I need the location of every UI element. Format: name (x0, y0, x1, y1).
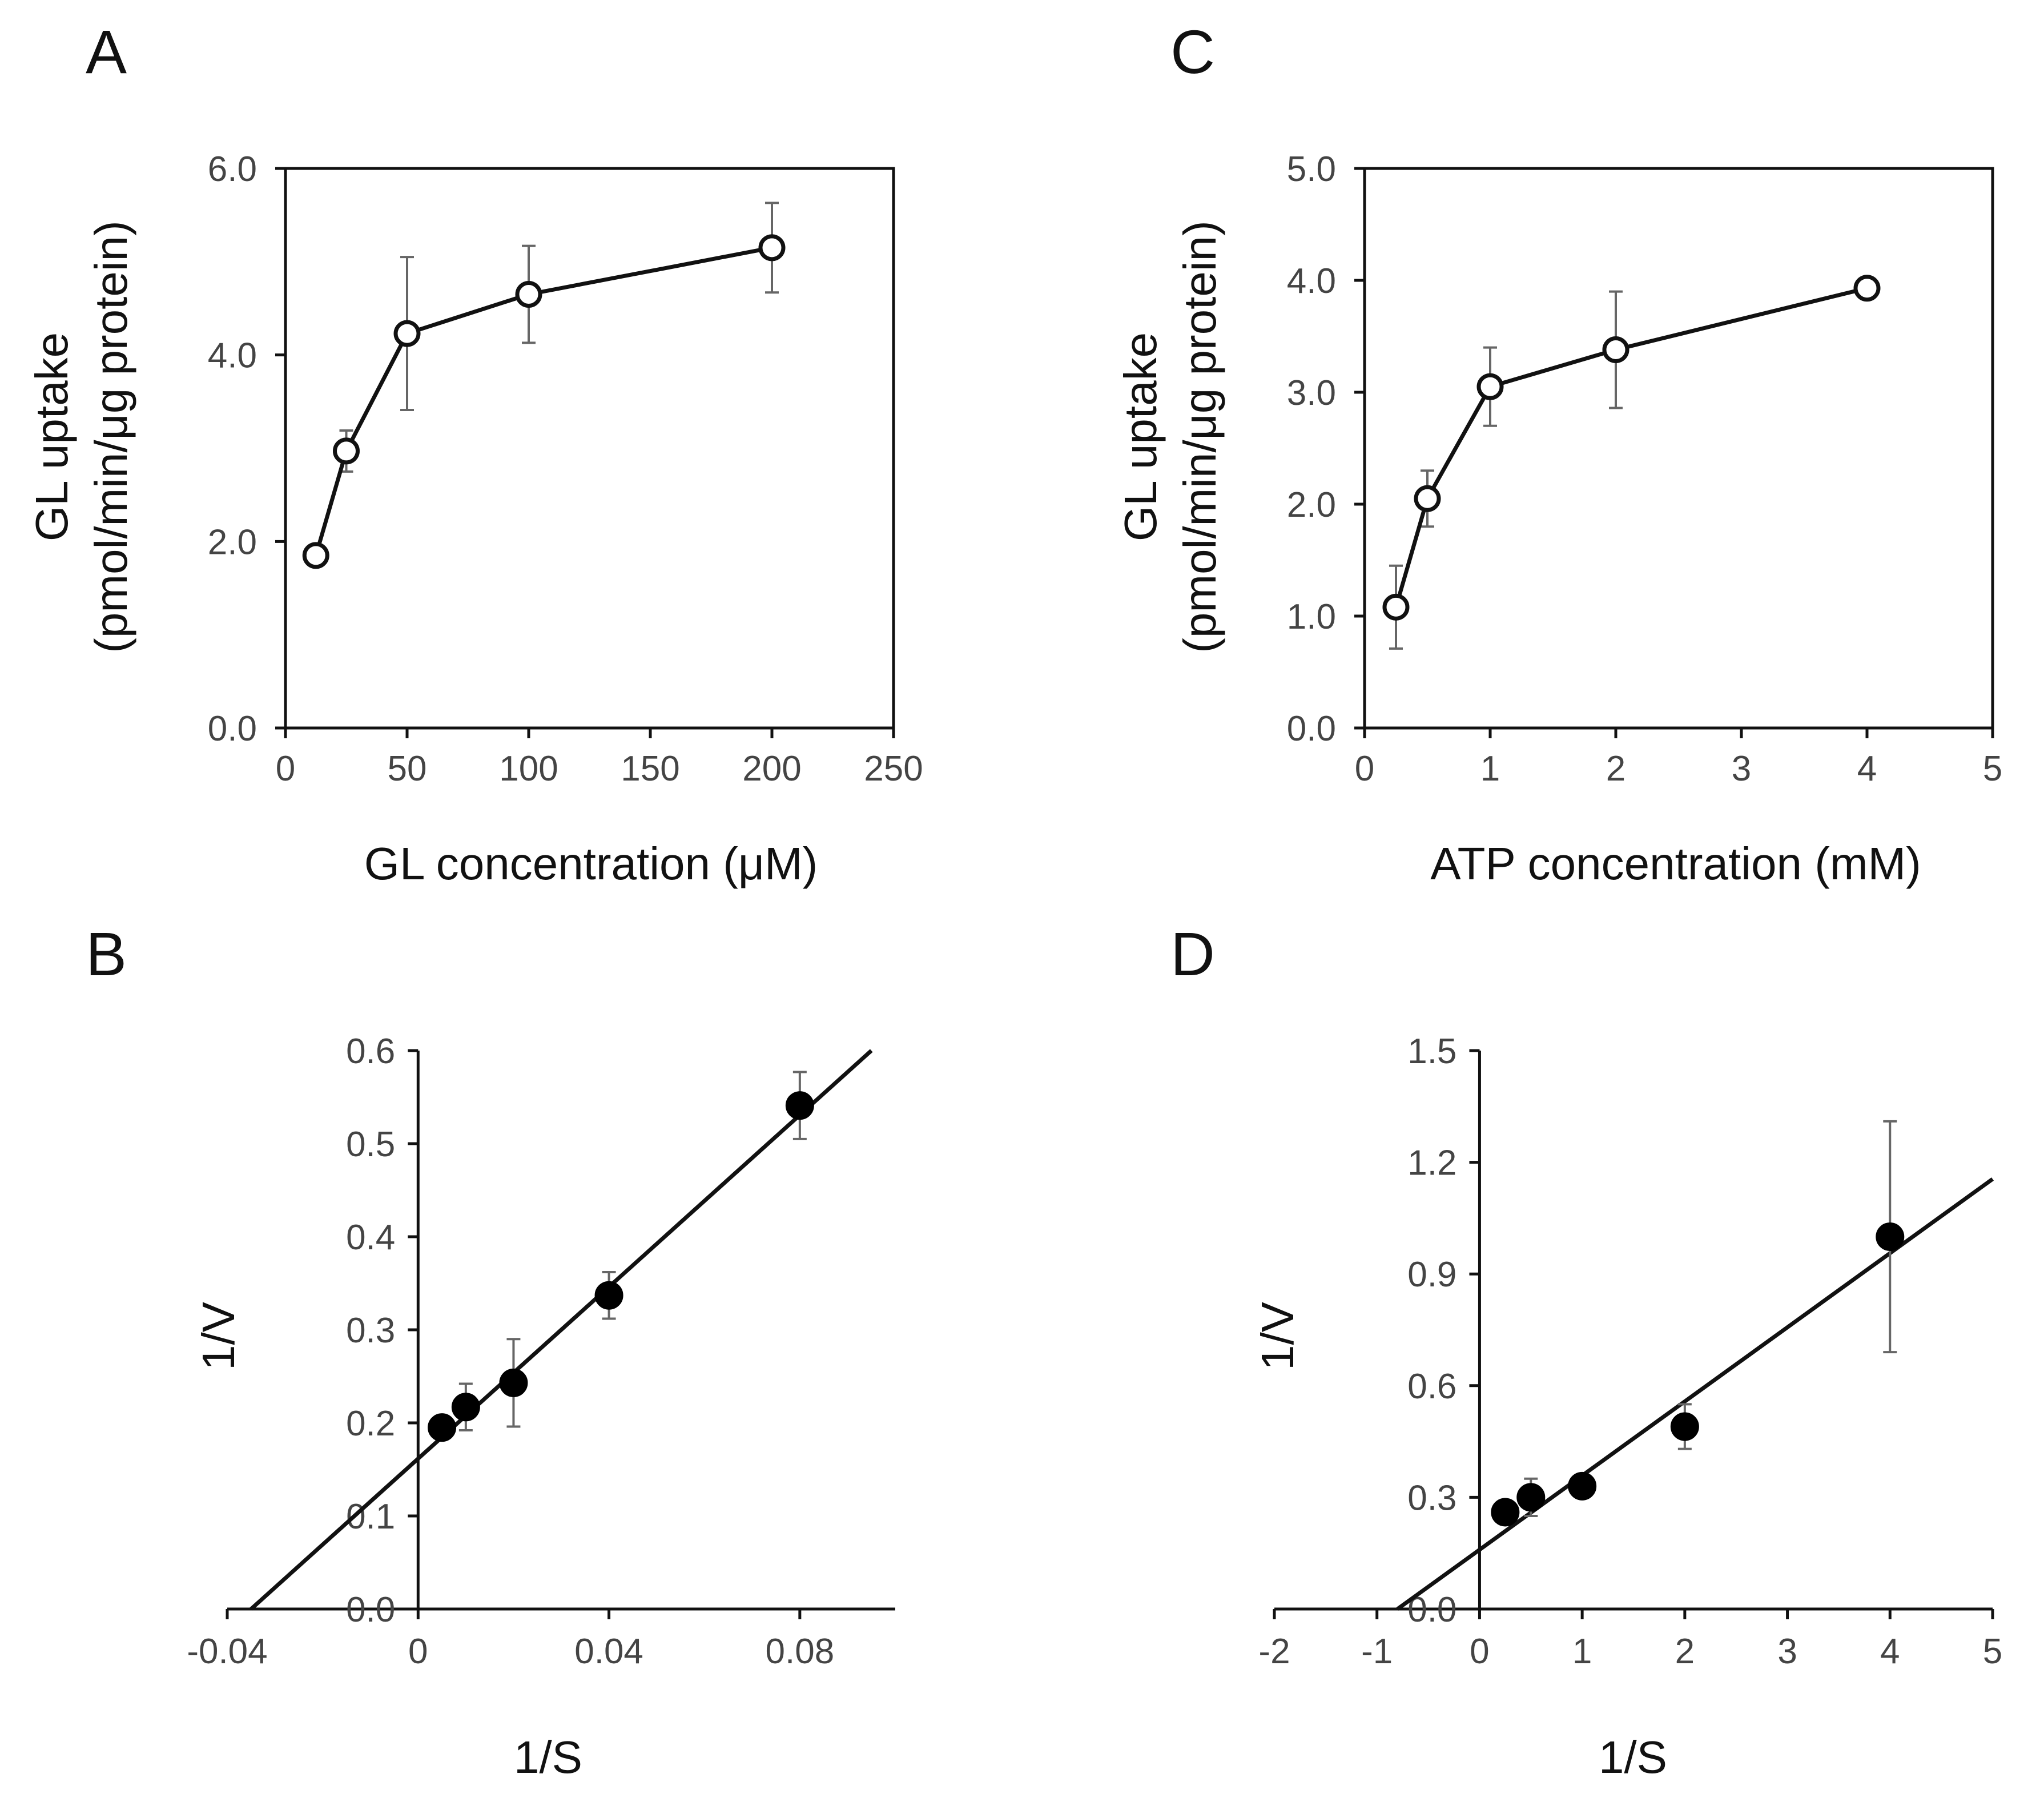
panel-b-y-tick-label: 0.0 (346, 1590, 395, 1630)
panel-d-x-tick-label: -2 (1258, 1632, 1290, 1671)
panel-c-x-tick-label: 0 (1355, 749, 1374, 789)
panel-b-data-point (594, 1281, 623, 1310)
panel-a-x-tick-label: 100 (499, 749, 558, 789)
panel-c-data-point (1414, 485, 1441, 512)
panel-b-data-point (785, 1091, 814, 1120)
panel-a-y-tick-label: 6.0 (208, 150, 257, 189)
panel-d-data-point (1516, 1483, 1546, 1512)
panel-b-y-tick-label: 0.5 (346, 1125, 395, 1164)
panel-a-plot: 0 50 100 150 200 250 0.0 2.0 4.0 6.0 (208, 150, 923, 789)
panel-c-y-axis-title-line1: GL uptake (1115, 332, 1166, 541)
panel-a-x-tick-label: 150 (621, 749, 679, 789)
panel-a-x-tick-label: 250 (864, 749, 923, 789)
panel-c-x-axis-title: ATP concentration (mM) (1430, 838, 1921, 889)
panel-d-x-tick-label: 0 (1470, 1632, 1489, 1671)
panel-d-x-tick-label: 5 (1983, 1632, 2002, 1671)
panel-a-x-tick-label: 200 (742, 749, 801, 789)
panel-c-x-tick-label: 2 (1606, 749, 1625, 789)
panel-c-x-tick-label: 3 (1732, 749, 1751, 789)
panel-b-data-point (451, 1393, 480, 1422)
panel-a-y-tick-label: 0.0 (208, 709, 257, 749)
panel-a-y-axis-title-line1: GL uptake (26, 332, 77, 541)
panel-c-y-axis-title-line2: (pmol/min/μg protein) (1174, 220, 1225, 653)
panel-c-y-tick-label: 0.0 (1287, 709, 1336, 749)
panel-b-y-axis-title: 1/V (193, 1301, 244, 1370)
panel-a-data-point (333, 437, 360, 465)
panel-a-data-point (758, 234, 786, 262)
panel-a-y-tick-label: 2.0 (208, 522, 257, 562)
panel-b-x-tick-label: 0.04 (574, 1632, 643, 1671)
panel-b-y-tick-label: 0.6 (346, 1032, 395, 1071)
panel-d-letter: D (1170, 919, 1215, 988)
panel-d-y-tick-label: 0.6 (1407, 1367, 1456, 1406)
panel-c: C 0 1 2 3 4 5 0.0 1.0 2.0 3.0 4.0 5.0 ATP concentra… (1115, 17, 2002, 889)
panel-b-letter: B (86, 919, 127, 988)
panel-a-y-axis-title: GL uptake (pmol/min/μg protein) (26, 220, 136, 653)
panel-a-x-axis-title: GL concentration (μM) (364, 838, 818, 889)
panel-c-x-tick-label: 4 (1857, 749, 1877, 789)
panel-d-data-point (1568, 1471, 1597, 1501)
panel-c-data-point (1382, 593, 1410, 621)
panel-c-data-point (1602, 336, 1629, 364)
panel-a-x-tick-label: 0 (276, 749, 295, 789)
panel-d-y-tick-label: 0.9 (1407, 1255, 1456, 1294)
panel-c-y-tick-label: 2.0 (1287, 485, 1336, 525)
panel-d-x-tick-label: 2 (1675, 1632, 1695, 1671)
panel-b-y-tick-label: 0.2 (346, 1404, 395, 1443)
panel-d-x-tick-label: 1 (1572, 1632, 1592, 1671)
panel-c-x-tick-label: 1 (1480, 749, 1500, 789)
panel-b-x-tick-label: 0 (408, 1632, 428, 1671)
panel-b-data-point (428, 1413, 457, 1442)
panel-d-data-point (1876, 1222, 1905, 1251)
panel-d-x-tick-label: -1 (1361, 1632, 1393, 1671)
panel-a: A 0 50 100 150 200 250 0.0 2.0 4.0 6.0 GL concent… (26, 17, 923, 889)
panel-d-data-point (1670, 1412, 1699, 1441)
panel-c-y-tick-label: 3.0 (1287, 373, 1336, 413)
panel-b-data-point (499, 1368, 528, 1397)
panel-c-x-tick-label: 5 (1983, 749, 2002, 789)
panel-d-x-tick-label: 3 (1777, 1632, 1797, 1671)
panel-c-frame (1363, 167, 1994, 730)
panel-a-y-tick-label: 4.0 (208, 336, 257, 376)
panel-b-x-tick-label: -0.04 (187, 1632, 267, 1671)
panel-b-y-tick-label: 0.3 (346, 1311, 395, 1350)
panel-a-frame (284, 167, 895, 730)
panel-b-plot: -0.04 0 0.04 0.080.00.10.20.30.40.50.6 (187, 1032, 895, 1671)
panel-b-y-tick-label: 0.4 (346, 1218, 395, 1257)
panel-d-fit-line (1396, 1177, 1994, 1611)
panel-d-y-tick-label: 0.3 (1407, 1478, 1456, 1518)
panel-d-plot: -2 -1 0 1 2 3 4 50.00.30.60.91.21.5 (1258, 1032, 2002, 1671)
panel-c-y-axis-title: GL uptake (pmol/min/μg protein) (1115, 220, 1225, 653)
panel-d-x-axis-title: 1/S (1599, 1732, 1667, 1783)
panel-c-data-point (1853, 275, 1881, 302)
panel-c-y-tick-label: 4.0 (1287, 262, 1336, 301)
panel-a-data-point (393, 320, 421, 347)
panel-d-y-tick-label: 1.5 (1407, 1032, 1456, 1071)
panel-a-x-tick-label: 50 (388, 749, 427, 789)
panel-d: D -2 -1 0 1 2 3 4 50.00.30.60.91.21.5 1/S 1/V (1170, 919, 2002, 1783)
panel-c-letter: C (1170, 17, 1215, 86)
panel-c-plot: 0 1 2 3 4 5 0.0 1.0 2.0 3.0 4.0 5.0 (1287, 150, 2002, 789)
panel-b-x-tick-label: 0.08 (766, 1632, 835, 1671)
panel-a-data-point (302, 542, 329, 569)
panel-a-y-axis-title-line2: (pmol/min/μg protein) (86, 220, 136, 653)
panel-c-y-tick-label: 1.0 (1287, 597, 1336, 637)
panel-d-data-point (1491, 1498, 1520, 1527)
panel-b-fit-line (250, 1049, 873, 1611)
panel-a-data-point (515, 281, 542, 308)
panel-a-letter: A (86, 17, 127, 86)
panel-d-y-tick-label: 1.2 (1407, 1144, 1456, 1183)
panel-b: B -0.04 0 0.04 0.080.00.10.20.30.40.50.6 1/… (86, 919, 895, 1783)
panel-c-data-point (1476, 373, 1504, 400)
panel-b-x-axis-title: 1/S (514, 1732, 582, 1783)
panel-d-y-axis-title: 1/V (1252, 1301, 1303, 1370)
panel-d-x-tick-label: 4 (1880, 1632, 1900, 1671)
panel-c-y-tick-label: 5.0 (1287, 150, 1336, 189)
